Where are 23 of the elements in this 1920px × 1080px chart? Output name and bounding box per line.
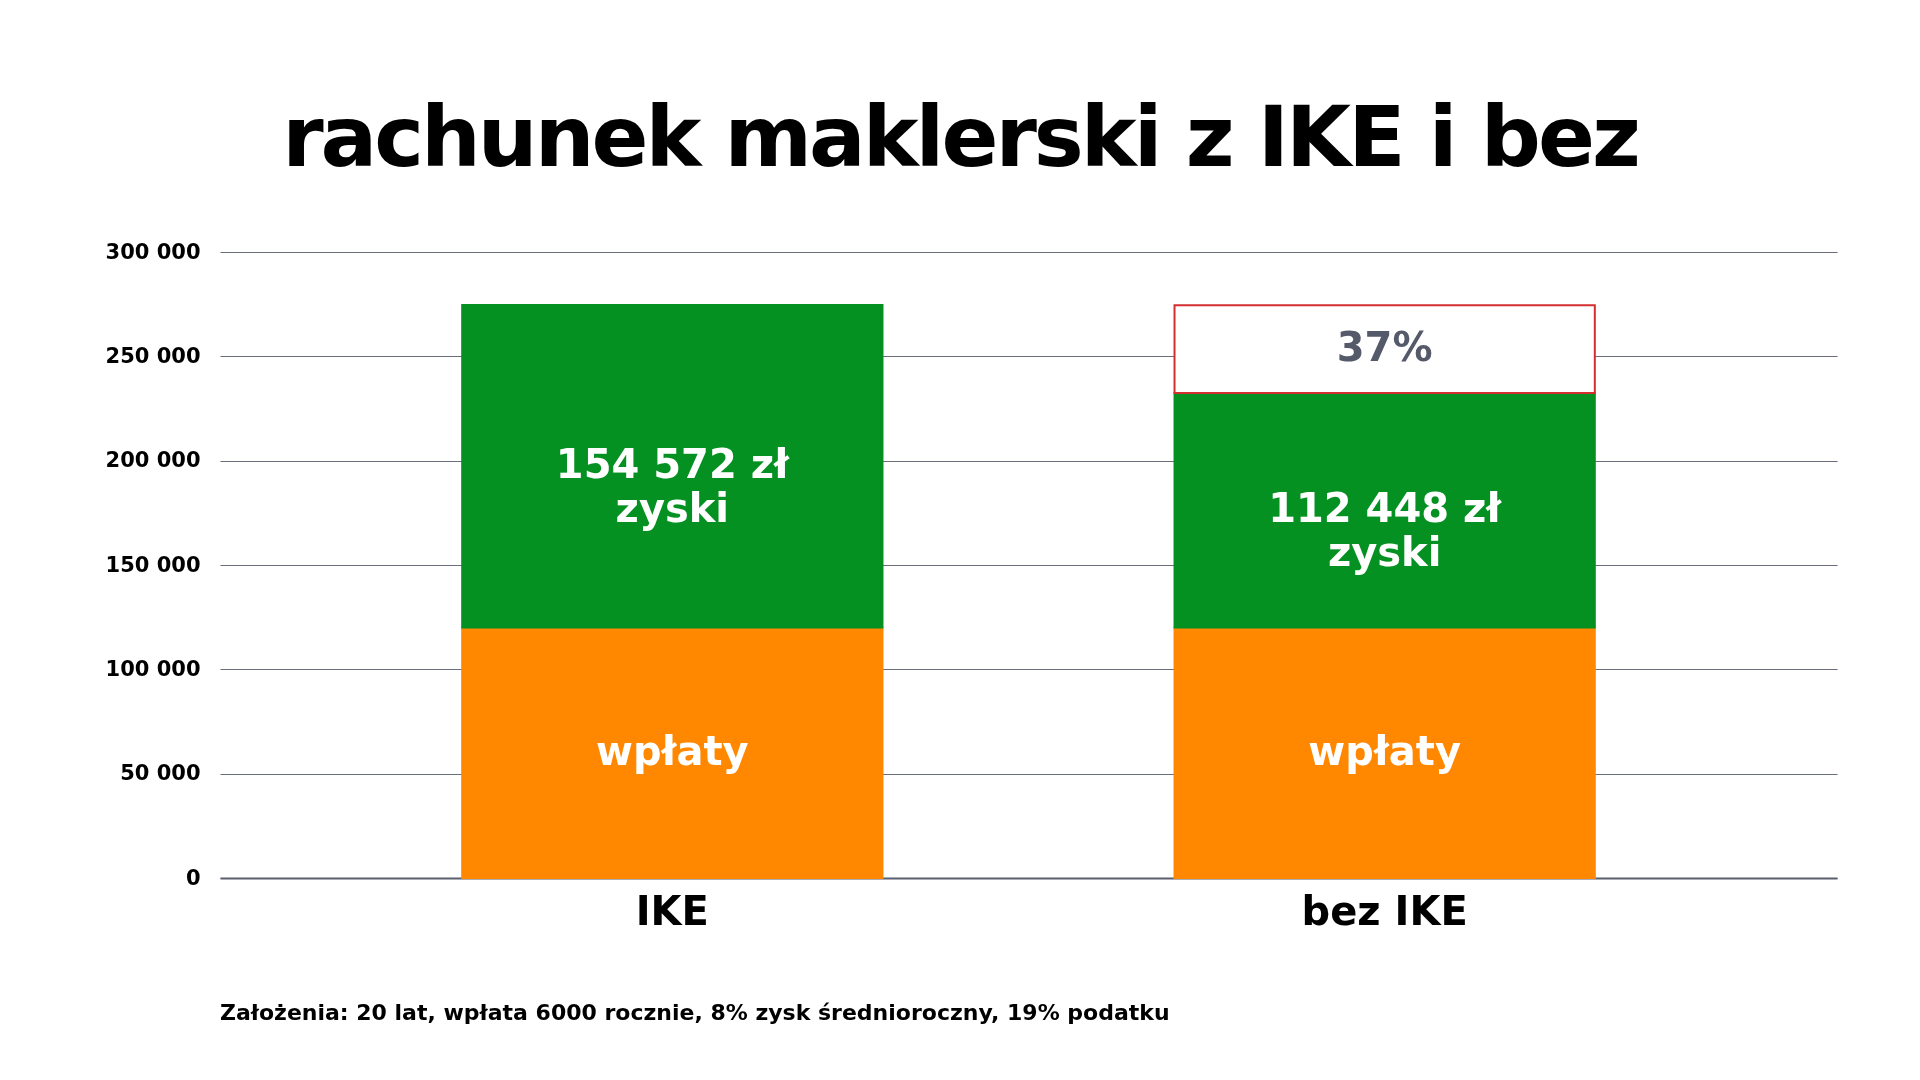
y-tick-label: 100 000 bbox=[105, 656, 201, 681]
y-tick-label: 200 000 bbox=[105, 448, 201, 473]
bar bbox=[461, 626, 884, 879]
y-tick-label: 0 bbox=[185, 865, 201, 890]
bar bbox=[1173, 626, 1596, 879]
text: Założenia: 20 lat, wpłata 6000 rocznie, 8% zysk średnioroczny, 19% podatku bbox=[220, 1000, 1170, 1025]
bar bbox=[1173, 391, 1596, 629]
data-label: 112 448 zł bbox=[1268, 485, 1503, 532]
text: wpłaty bbox=[1308, 727, 1461, 774]
text: zyski bbox=[615, 485, 730, 532]
y-tick-label: 300 000 bbox=[105, 239, 201, 264]
chart-title: rachunek maklerski z IKE i bez bbox=[281, 87, 1639, 188]
bar bbox=[461, 304, 884, 629]
y-tick-label: 150 000 bbox=[105, 552, 201, 577]
x-tick-label: bez IKE bbox=[1301, 887, 1468, 934]
y-tick-label: 250 000 bbox=[105, 343, 201, 368]
bar bbox=[1173, 304, 1596, 394]
annotation: 37% bbox=[1336, 324, 1433, 371]
x-tick-label: IKE bbox=[635, 887, 709, 934]
y-tick-label: 50 000 bbox=[120, 761, 201, 786]
series-label: zyski bbox=[1327, 529, 1442, 576]
series-label: wpłaty bbox=[596, 727, 749, 774]
data-label: 154 572 zł bbox=[555, 441, 790, 488]
